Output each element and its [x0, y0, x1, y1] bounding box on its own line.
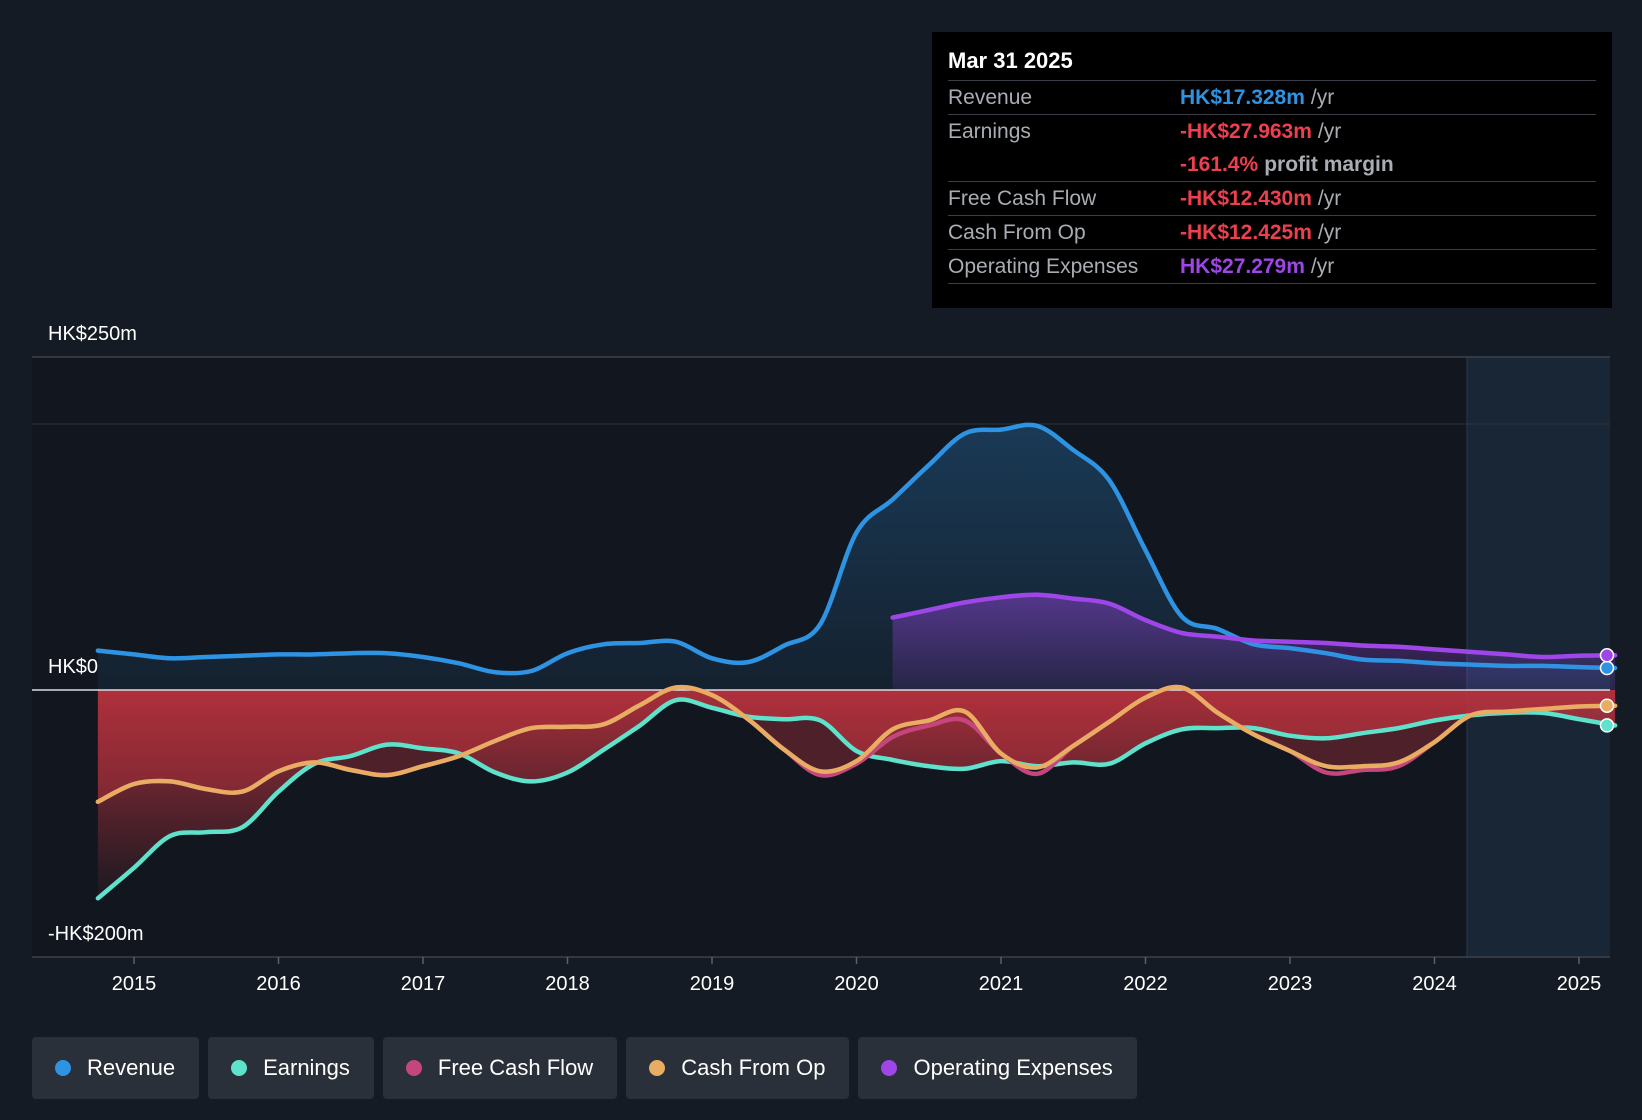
data-tooltip: Mar 31 2025 Revenue HK$17.328m /yr Earni… — [932, 32, 1612, 308]
y-label-zero: HK$0 — [48, 656, 98, 678]
tooltip-value: -HK$12.430m — [1180, 187, 1312, 210]
legend-item-revenue[interactable]: Revenue — [32, 1037, 200, 1099]
x-tick-label: 2024 — [1412, 973, 1457, 995]
legend-label: Earnings — [263, 1055, 350, 1080]
y-label-top: HK$250m — [48, 323, 137, 345]
legend-item-earnings[interactable]: Earnings — [208, 1037, 374, 1099]
tooltip-label: Operating Expenses — [948, 255, 1139, 278]
opex-dot-icon — [881, 1060, 898, 1076]
tooltip-unit: /yr — [1317, 120, 1342, 143]
fcf-dot-icon — [405, 1060, 422, 1076]
tooltip-row-margin: -161.4% profit margin — [948, 148, 1596, 181]
tooltip-value: -161.4% — [1180, 153, 1259, 176]
tooltip-row-cfo: Cash From Op -HK$12.425m /yr — [948, 215, 1596, 249]
tooltip-value: HK$27.279m — [1180, 255, 1305, 278]
tooltip-unit: /yr — [1317, 187, 1342, 210]
tooltip-label: Revenue — [948, 86, 1033, 109]
tooltip-value: -HK$12.425m — [1180, 221, 1312, 244]
opex-endpoint — [1599, 648, 1615, 663]
x-tick-label: 2019 — [690, 973, 735, 995]
revenue-endpoint — [1599, 660, 1615, 676]
legend-item-cash-from-op[interactable]: Cash From Op — [626, 1037, 850, 1099]
legend-item-free-cash-flow[interactable]: Free Cash Flow — [382, 1037, 618, 1099]
x-tick-label: 2020 — [834, 973, 879, 995]
cash-from-op-area — [97, 686, 1616, 802]
tooltip-unit: profit margin — [1264, 153, 1394, 176]
x-tick-label: 2023 — [1268, 973, 1313, 995]
x-tick-label: 2017 — [401, 973, 446, 995]
legend-label: Cash From Op — [681, 1055, 826, 1080]
tooltip-label-empty — [948, 148, 1180, 181]
tooltip-row-fcf: Free Cash Flow -HK$12.430m /yr — [948, 181, 1596, 215]
legend-label: Free Cash Flow — [437, 1055, 594, 1080]
earnings-endpoint — [1599, 718, 1615, 733]
x-tick-label: 2021 — [979, 973, 1024, 995]
tooltip-value: HK$17.328m — [1180, 86, 1305, 109]
tooltip-label: Cash From Op — [948, 221, 1086, 244]
y-label-bottom: -HK$200m — [48, 923, 144, 945]
tooltip-value: -HK$27.963m — [1180, 120, 1312, 143]
x-tick-label: 2018 — [545, 973, 590, 995]
tooltip-unit: /yr — [1310, 255, 1335, 278]
revenue-line — [95, 422, 1618, 676]
x-tick-label: 2022 — [1123, 973, 1168, 995]
chart-legend: Revenue Earnings Free Cash Flow Cash Fro… — [32, 1037, 1146, 1099]
earnings-dot-icon — [231, 1060, 248, 1076]
legend-item-operating-expenses[interactable]: Operating Expenses — [858, 1037, 1137, 1099]
x-tick-label: 2015 — [112, 973, 157, 995]
tooltip-row-opex: Operating Expenses HK$27.279m /yr — [948, 249, 1596, 284]
cfo-dot-icon — [649, 1060, 666, 1076]
revenue-dot-icon — [55, 1060, 71, 1076]
tooltip-label: Free Cash Flow — [948, 187, 1097, 210]
cash-from-op-endpoint — [1599, 698, 1615, 713]
tooltip-date: Mar 31 2025 — [948, 48, 1073, 73]
earnings-area — [97, 690, 1616, 899]
tooltip-label: Earnings — [948, 120, 1031, 143]
tooltip-row-revenue: Revenue HK$17.328m /yr — [948, 80, 1596, 114]
earnings-line — [95, 697, 1618, 901]
tooltip-row-earnings: Earnings -HK$27.963m /yr — [948, 114, 1596, 148]
cash-from-op-line — [95, 684, 1618, 805]
tooltip-unit: /yr — [1317, 221, 1342, 244]
legend-label: Operating Expenses — [913, 1055, 1113, 1080]
legend-label: Revenue — [87, 1055, 176, 1080]
tooltip-unit: /yr — [1310, 86, 1335, 109]
revenue-area — [97, 424, 1616, 690]
x-tick-label: 2016 — [256, 973, 301, 995]
operating-expenses-line — [890, 592, 1618, 660]
x-tick-label: 2025 — [1557, 973, 1602, 995]
